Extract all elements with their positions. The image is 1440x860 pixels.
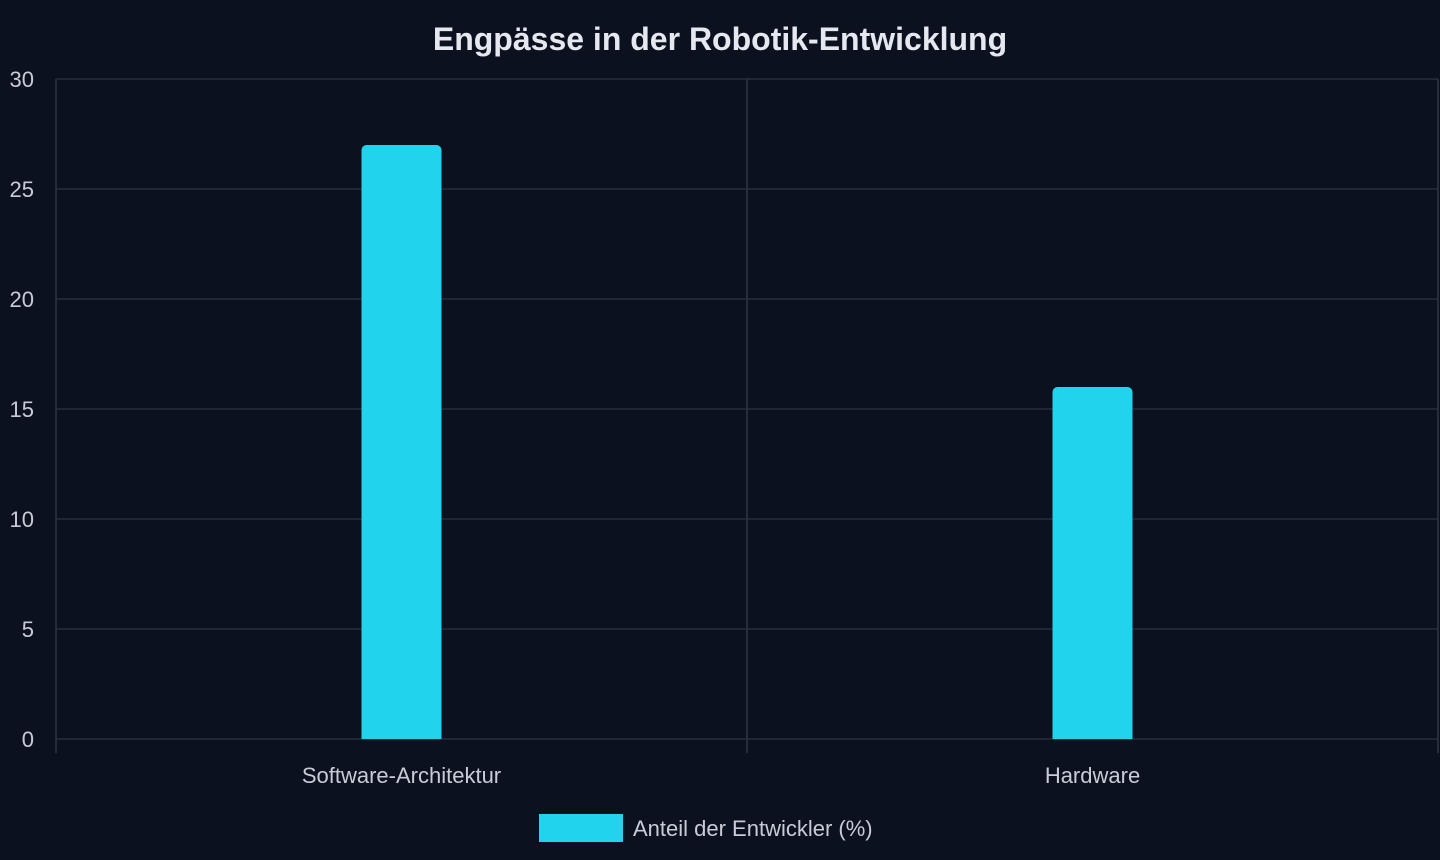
x-axis: Software-Architektur Hardware bbox=[302, 763, 1140, 788]
y-tick-label: 25 bbox=[10, 177, 34, 202]
x-tick-label: Software-Architektur bbox=[302, 763, 501, 788]
bar-hardware[interactable] bbox=[1052, 387, 1133, 739]
chart-title: Engpässe in der Robotik-Entwicklung bbox=[433, 21, 1007, 57]
y-tick-label: 5 bbox=[22, 617, 34, 642]
y-tick-label: 10 bbox=[10, 507, 34, 532]
legend[interactable]: Anteil der Entwickler (%) bbox=[539, 814, 873, 842]
bar-base bbox=[1052, 733, 1133, 739]
legend-swatch[interactable] bbox=[539, 814, 623, 842]
x-tick-label: Hardware bbox=[1045, 763, 1140, 788]
bars-layer bbox=[361, 145, 1133, 739]
y-tick-label: 0 bbox=[22, 727, 34, 752]
y-tick-label: 20 bbox=[10, 287, 34, 312]
y-axis: 0 5 10 15 20 25 30 bbox=[10, 67, 34, 752]
grid-layer bbox=[55, 78, 1439, 753]
bar-base bbox=[361, 733, 442, 739]
bar-software-architektur[interactable] bbox=[361, 145, 442, 739]
y-tick-label: 15 bbox=[10, 397, 34, 422]
legend-label[interactable]: Anteil der Entwickler (%) bbox=[633, 816, 873, 841]
y-tick-label: 30 bbox=[10, 67, 34, 92]
